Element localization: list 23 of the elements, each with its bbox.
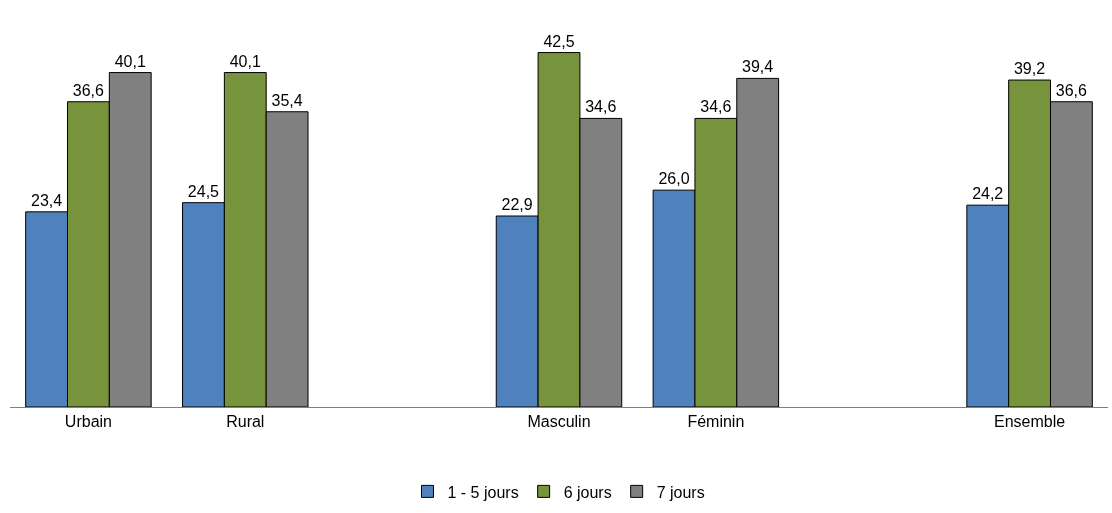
x-tick-label: Urbain [64,413,112,431]
data-label: 42,5 [543,32,575,50]
data-label: 24,2 [972,185,1004,203]
data-label: 26,0 [658,170,690,188]
x-tick-label: Rural [226,413,265,431]
data-label: 34,6 [585,98,617,116]
x-tick-label: Masculin [527,413,591,431]
legend-label: 6 jours [563,483,612,501]
x-tick-label: Féminin [687,413,745,431]
data-label: 40,1 [114,52,146,70]
data-label: 39,4 [742,58,774,76]
legend-label: 1 - 5 jours [447,483,519,501]
x-tick-label: Ensemble [993,413,1066,431]
data-label: 35,4 [271,91,303,109]
data-label: 24,5 [187,182,220,200]
data-label: 34,6 [700,98,732,116]
data-label: 39,2 [1013,60,1046,78]
data-label: 36,6 [72,81,105,99]
data-label: 23,4 [30,191,63,209]
data-label: 36,6 [1055,81,1088,99]
legend-label: 7 jours [656,483,705,501]
data-label: 40,1 [229,52,261,70]
data-label: 22,9 [501,196,533,214]
